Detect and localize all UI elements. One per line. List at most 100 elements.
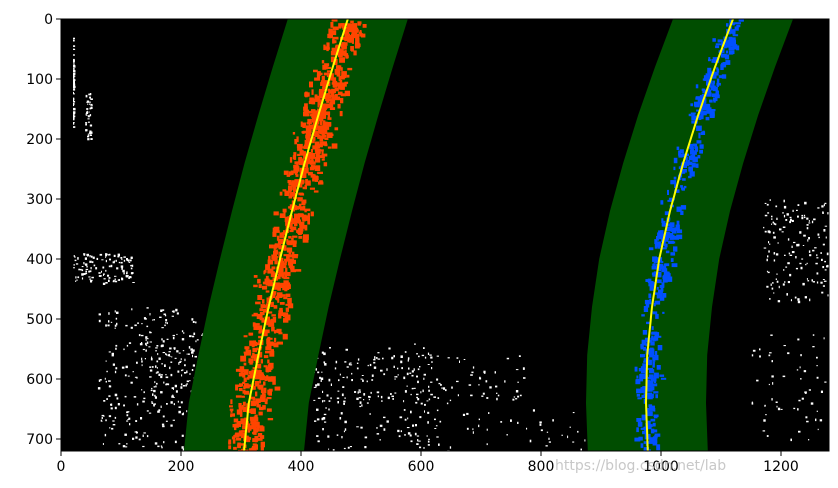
right-lane-pixel bbox=[676, 206, 682, 212]
noise-speck bbox=[784, 254, 786, 256]
right-lane-pixel bbox=[656, 236, 659, 241]
noise-speck bbox=[125, 365, 128, 369]
left-lane-pixel bbox=[267, 389, 271, 395]
left-lane-pixel bbox=[336, 65, 342, 70]
noise-speck bbox=[357, 358, 360, 361]
noise-speck bbox=[174, 440, 177, 444]
noise-speck bbox=[108, 279, 110, 282]
noise-speck bbox=[322, 390, 324, 393]
noise-speck bbox=[322, 428, 324, 431]
noise-speck bbox=[77, 276, 80, 279]
left-lane-pixel bbox=[280, 272, 284, 277]
noise-speck bbox=[73, 75, 74, 78]
noise-speck bbox=[148, 346, 151, 348]
noise-speck bbox=[773, 222, 775, 225]
noise-speck bbox=[769, 199, 771, 201]
left-lane-pixel bbox=[266, 408, 272, 412]
noise-speck bbox=[160, 405, 162, 408]
noise-speck bbox=[822, 243, 825, 246]
noise-speck bbox=[434, 428, 437, 429]
noise-speck bbox=[791, 245, 793, 248]
left-lane-pixel bbox=[325, 47, 330, 50]
right-lane-pixel bbox=[683, 185, 687, 189]
left-lane-pixel bbox=[297, 144, 303, 151]
noise-speck bbox=[517, 381, 519, 383]
noise-speck bbox=[123, 272, 125, 275]
noise-speck bbox=[85, 129, 88, 132]
left-lane-pixel bbox=[301, 213, 304, 220]
left-lane-pixel bbox=[317, 72, 323, 76]
noise-speck bbox=[443, 387, 446, 390]
left-lane-pixel bbox=[268, 321, 275, 327]
noise-speck bbox=[397, 374, 399, 376]
left-lane-pixel bbox=[292, 235, 298, 238]
left-lane-pixel bbox=[330, 22, 334, 28]
noise-speck bbox=[100, 379, 102, 381]
noise-speck bbox=[800, 354, 802, 357]
noise-speck bbox=[817, 207, 820, 209]
noise-speck bbox=[816, 410, 818, 412]
right-lane-pixel bbox=[688, 113, 692, 117]
noise-speck bbox=[156, 371, 159, 373]
right-lane-pixel bbox=[637, 397, 642, 400]
noise-speck bbox=[101, 270, 102, 273]
right-lane-pixel bbox=[655, 334, 659, 341]
noise-speck bbox=[184, 372, 187, 374]
left-lane-pixel bbox=[228, 441, 231, 445]
noise-speck bbox=[419, 416, 422, 419]
noise-speck bbox=[85, 122, 88, 124]
right-lane-pixel bbox=[652, 441, 658, 446]
left-lane-pixel bbox=[241, 395, 245, 398]
left-lane-pixel bbox=[296, 136, 299, 143]
left-lane-pixel bbox=[265, 366, 272, 372]
left-lane-pixel bbox=[304, 224, 308, 231]
right-lane-pixel bbox=[664, 243, 668, 248]
left-lane-pixel bbox=[263, 365, 268, 368]
noise-speck bbox=[795, 267, 798, 270]
right-lane-pixel bbox=[712, 80, 715, 84]
noise-speck bbox=[110, 321, 113, 323]
noise-speck bbox=[186, 380, 189, 383]
noise-speck bbox=[121, 267, 123, 270]
noise-speck bbox=[411, 387, 414, 390]
noise-speck bbox=[118, 261, 121, 264]
noise-speck bbox=[315, 384, 318, 387]
noise-speck bbox=[383, 416, 386, 419]
noise-speck bbox=[328, 378, 331, 382]
noise-speck bbox=[161, 423, 165, 426]
left-lane-pixel bbox=[301, 122, 306, 126]
noise-speck bbox=[115, 317, 118, 320]
noise-speck bbox=[117, 403, 120, 406]
noise-speck bbox=[146, 410, 149, 412]
noise-speck bbox=[149, 331, 152, 334]
y-tick-label: 200 bbox=[26, 132, 53, 148]
noise-speck bbox=[155, 365, 157, 368]
right-lane-pixel bbox=[690, 146, 694, 153]
left-lane-pixel bbox=[319, 119, 322, 125]
left-lane-pixel bbox=[242, 420, 248, 426]
noise-speck bbox=[178, 406, 181, 408]
noise-speck bbox=[105, 324, 107, 327]
left-lane-pixel bbox=[274, 337, 277, 342]
left-lane-pixel bbox=[342, 42, 348, 46]
noise-speck bbox=[354, 391, 357, 393]
noise-speck bbox=[102, 266, 105, 269]
noise-speck bbox=[407, 432, 411, 435]
noise-speck bbox=[768, 250, 770, 253]
right-lane-pixel bbox=[643, 306, 648, 311]
right-lane-pixel bbox=[708, 57, 711, 60]
left-lane-pixel bbox=[324, 143, 328, 147]
noise-speck bbox=[472, 366, 475, 369]
left-lane-pixel bbox=[291, 251, 295, 255]
left-lane-pixel bbox=[331, 94, 335, 101]
noise-speck bbox=[73, 62, 75, 64]
noise-speck bbox=[805, 263, 807, 266]
noise-speck bbox=[440, 384, 442, 386]
noise-speck bbox=[785, 266, 788, 268]
left-lane-pixel bbox=[253, 427, 259, 433]
noise-speck bbox=[117, 279, 120, 281]
noise-speck bbox=[176, 350, 179, 353]
left-lane-pixel bbox=[328, 77, 334, 81]
left-lane-pixel bbox=[317, 134, 321, 139]
right-lane-pixel bbox=[729, 19, 733, 25]
